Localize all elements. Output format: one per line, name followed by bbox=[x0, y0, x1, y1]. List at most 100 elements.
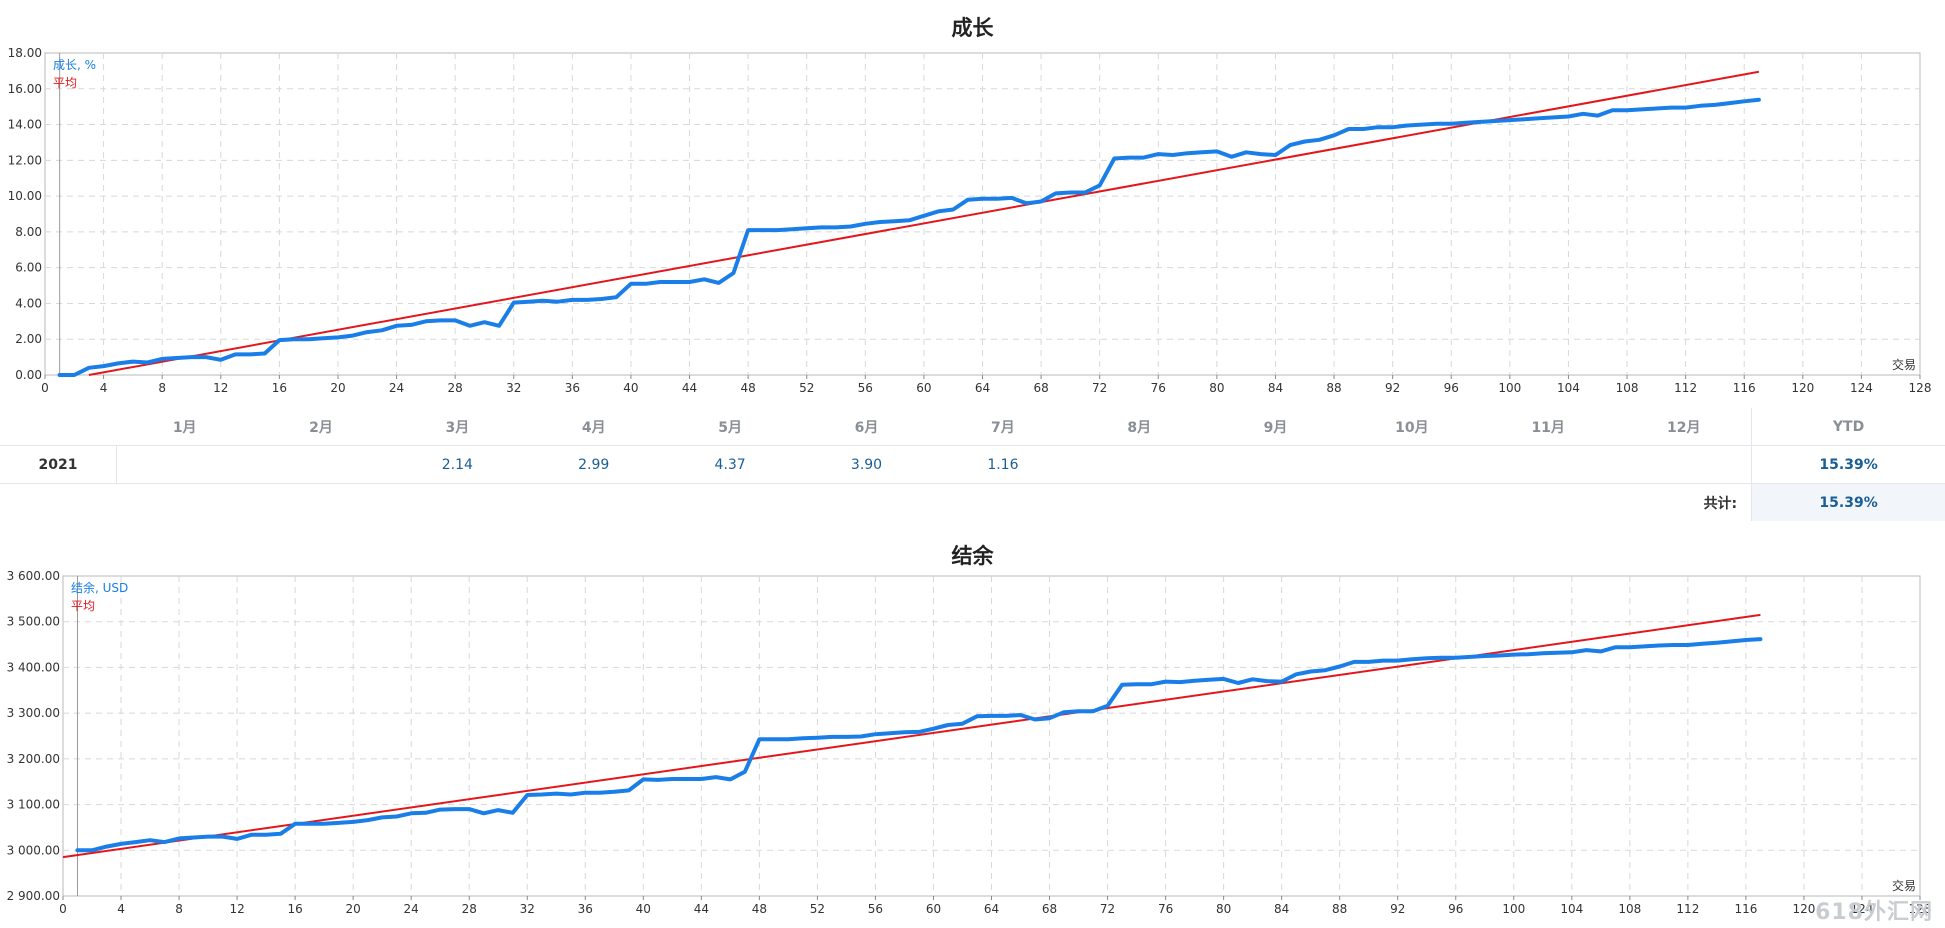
month-header: 7月 bbox=[934, 408, 1072, 446]
y-tick-label: 3 000.00 bbox=[7, 843, 60, 857]
year-label: 2021 bbox=[0, 445, 118, 484]
total-value: 15.39% bbox=[1751, 483, 1945, 521]
y-tick-label: 18.00 bbox=[8, 46, 42, 60]
x-tick-label: 112 bbox=[1674, 381, 1697, 395]
x-tick-label: 44 bbox=[694, 902, 709, 916]
month-value: 2.14 bbox=[389, 445, 526, 484]
x-tick-label: 40 bbox=[623, 381, 638, 395]
legend-average-label: 平均 bbox=[53, 76, 77, 90]
x-tick-label: 60 bbox=[926, 902, 941, 916]
ytd-value: 15.39% bbox=[1751, 445, 1945, 484]
x-tick-label: 8 bbox=[175, 902, 183, 916]
watermark: 618外汇网 bbox=[1815, 900, 1933, 925]
x-tick-label: 20 bbox=[330, 381, 345, 395]
month-header: 9月 bbox=[1207, 408, 1344, 446]
y-tick-label: 2 900.00 bbox=[7, 889, 60, 903]
y-tick-label: 8.00 bbox=[15, 225, 42, 239]
y-tick-label: 3 500.00 bbox=[7, 615, 60, 629]
month-header: 6月 bbox=[798, 408, 935, 446]
series-line bbox=[57, 97, 1761, 377]
x-tick-label: 40 bbox=[636, 902, 651, 916]
month-value bbox=[1616, 445, 1752, 484]
x-tick-label: 24 bbox=[404, 902, 419, 916]
month-value bbox=[1480, 445, 1617, 484]
month-header: 12月 bbox=[1616, 408, 1752, 446]
balance-chart-title: 结余 bbox=[951, 544, 994, 568]
x-tick-label: 68 bbox=[1033, 381, 1048, 395]
month-value: 2.99 bbox=[525, 445, 662, 484]
x-tick-label: 96 bbox=[1444, 381, 1459, 395]
x-tick-label: 16 bbox=[272, 381, 287, 395]
x-tick-label: 28 bbox=[448, 381, 463, 395]
x-tick-label: 92 bbox=[1385, 381, 1400, 395]
x-tick-label: 68 bbox=[1042, 902, 1057, 916]
x-tick-label: 64 bbox=[984, 902, 999, 916]
x-tick-label: 12 bbox=[229, 902, 244, 916]
x-tick-label: 116 bbox=[1734, 902, 1757, 916]
x-tick-label: 52 bbox=[799, 381, 814, 395]
total-label: 共计: bbox=[1703, 495, 1738, 512]
y-tick-label: 3 100.00 bbox=[7, 798, 60, 812]
month-value bbox=[116, 445, 253, 484]
x-tick-label: 104 bbox=[1560, 902, 1583, 916]
x-tick-label: 112 bbox=[1676, 902, 1699, 916]
legend-series-label: 结余, USD bbox=[71, 580, 128, 595]
x-tick-label: 88 bbox=[1326, 381, 1341, 395]
x-tick-label: 128 bbox=[1909, 381, 1932, 395]
legend-series-label: 成长, % bbox=[53, 58, 96, 72]
x-tick-label: 84 bbox=[1274, 902, 1289, 916]
x-tick-label: 56 bbox=[868, 902, 883, 916]
x-tick-label: 108 bbox=[1616, 381, 1639, 395]
y-tick-label: 12.00 bbox=[8, 153, 42, 167]
x-tick-label: 0 bbox=[41, 381, 49, 395]
growth-chart-title: 成长 bbox=[951, 16, 994, 40]
y-tick-label: 3 400.00 bbox=[7, 660, 60, 674]
x-tick-label: 124 bbox=[1851, 902, 1874, 916]
legend-average-label: 平均 bbox=[71, 599, 95, 613]
x-tick-label: 44 bbox=[682, 381, 697, 395]
y-tick-label: 6.00 bbox=[15, 261, 42, 275]
x-tick-label: 12 bbox=[213, 381, 228, 395]
x-tick-label: 0 bbox=[59, 902, 67, 916]
month-header: 2月 bbox=[252, 408, 390, 446]
month-value: 4.37 bbox=[661, 445, 799, 484]
y-tick-label: 3 600.00 bbox=[7, 569, 60, 583]
x-tick-label: 28 bbox=[462, 902, 477, 916]
y-tick-label: 0.00 bbox=[15, 368, 42, 382]
x-tick-label: 36 bbox=[578, 902, 593, 916]
month-value: 1.16 bbox=[934, 445, 1072, 484]
x-tick-label: 24 bbox=[389, 381, 404, 395]
y-tick-label: 2.00 bbox=[15, 332, 42, 346]
series-line bbox=[75, 637, 1763, 853]
x-tick-label: 80 bbox=[1216, 902, 1231, 916]
y-tick-label: 3 200.00 bbox=[7, 752, 60, 766]
x-tick-label: 92 bbox=[1390, 902, 1405, 916]
month-value: 3.90 bbox=[798, 445, 935, 484]
x-tick-label: 116 bbox=[1733, 381, 1756, 395]
monthly-returns-table: 1月 2月 3月 4月 5月 6月 7月 8月 9月 10月 11月 12月 Y… bbox=[0, 408, 1945, 521]
y-tick-label: 14.00 bbox=[8, 118, 42, 132]
month-header: 3月 bbox=[389, 408, 526, 446]
x-tick-label: 96 bbox=[1448, 902, 1463, 916]
x-tick-label: 8 bbox=[158, 381, 166, 395]
month-header: 1月 bbox=[116, 408, 253, 446]
year-row: 2021 2.14 2.99 4.37 3.90 1.16 15.39% bbox=[0, 445, 1945, 484]
x-tick-label: 60 bbox=[916, 381, 931, 395]
x-tick-label: 120 bbox=[1792, 902, 1815, 916]
y-tick-label: 4.00 bbox=[15, 296, 42, 310]
x-tick-label: 104 bbox=[1557, 381, 1580, 395]
year-header-cell bbox=[0, 408, 117, 446]
x-tick-label: 124 bbox=[1850, 381, 1873, 395]
y-tick-label: 16.00 bbox=[8, 82, 42, 96]
x-tick-label: 64 bbox=[975, 381, 990, 395]
x-tick-label: 32 bbox=[520, 902, 535, 916]
x-axis-label: 交易 bbox=[1892, 357, 1916, 372]
x-tick-label: 48 bbox=[740, 381, 755, 395]
x-tick-label: 4 bbox=[117, 902, 125, 916]
x-tick-label: 100 bbox=[1498, 381, 1521, 395]
x-tick-label: 32 bbox=[506, 381, 521, 395]
x-tick-label: 80 bbox=[1209, 381, 1224, 395]
x-tick-label: 84 bbox=[1268, 381, 1283, 395]
month-value bbox=[1207, 445, 1344, 484]
month-value bbox=[1071, 445, 1208, 484]
